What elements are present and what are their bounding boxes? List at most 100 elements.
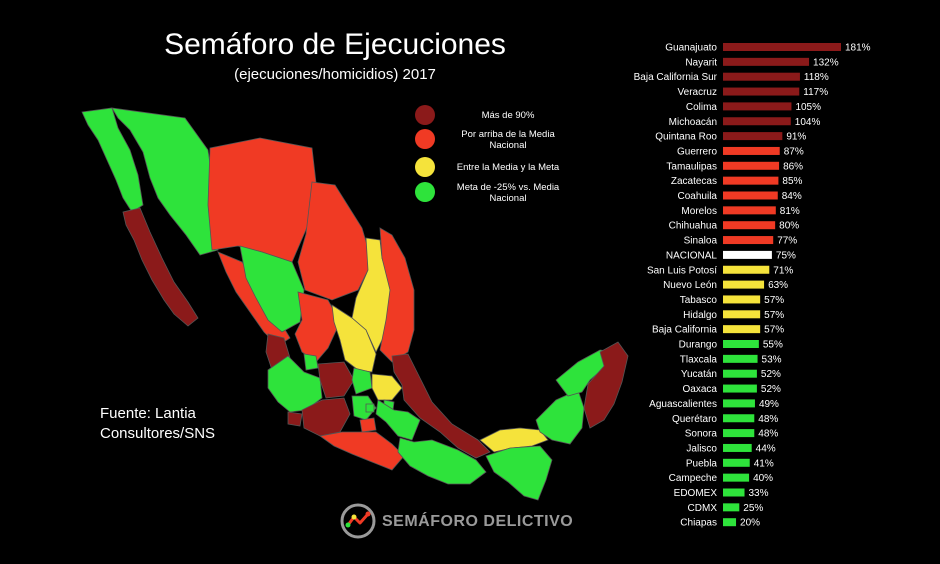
value-label: 85% xyxy=(782,176,802,187)
category-label: Sinaloa xyxy=(684,236,718,247)
value-label: 117% xyxy=(803,87,828,98)
legend-label: Más de 90% xyxy=(481,110,535,121)
bar xyxy=(723,146,780,155)
bar xyxy=(723,429,755,438)
legend-label: Meta de -25% vs. Media Nacional xyxy=(456,182,560,204)
category-label: Guanajuato xyxy=(665,43,717,54)
bar xyxy=(723,191,778,200)
category-label: Michoacán xyxy=(669,117,717,128)
map-state xyxy=(303,353,319,371)
category-label: Puebla xyxy=(686,458,718,469)
map-state xyxy=(351,367,373,395)
map-state xyxy=(365,403,375,413)
legend-swatch xyxy=(415,129,435,149)
value-label: 81% xyxy=(780,206,800,217)
category-label: Coahuila xyxy=(678,191,718,202)
value-label: 40% xyxy=(753,473,773,484)
value-label: 77% xyxy=(777,236,797,247)
category-label: Aguascalientes xyxy=(649,399,717,410)
category-label: Colima xyxy=(686,102,718,113)
value-label: 57% xyxy=(764,295,784,306)
category-label: Sonora xyxy=(685,429,718,440)
bar xyxy=(723,206,776,215)
category-label: Jalisco xyxy=(686,443,717,454)
bar xyxy=(723,250,772,259)
value-label: 53% xyxy=(762,354,782,365)
category-label: Zacatecas xyxy=(671,176,717,187)
category-label: Guerrero xyxy=(677,146,717,157)
value-label: 49% xyxy=(759,399,779,410)
value-label: 71% xyxy=(773,265,793,276)
page-subtitle: (ejecuciones/homicidios) 2017 xyxy=(234,66,436,83)
value-label: 75% xyxy=(776,250,796,261)
category-label: Nuevo León xyxy=(663,280,717,291)
value-label: 84% xyxy=(782,191,802,202)
value-label: 57% xyxy=(764,310,784,321)
map-state xyxy=(391,353,491,459)
bar xyxy=(723,72,800,81)
legend-item-dark-red: Más de 90% xyxy=(415,105,575,141)
source-line: Fuente: Lantia xyxy=(100,405,196,422)
category-label: Nayarit xyxy=(685,57,717,68)
category-label: CDMX xyxy=(688,503,718,514)
value-label: 57% xyxy=(764,325,784,336)
bar xyxy=(723,280,765,289)
category-label: Durango xyxy=(679,340,718,351)
category-label: Tlaxcala xyxy=(680,354,718,365)
bar xyxy=(723,518,737,527)
value-label: 52% xyxy=(761,384,781,395)
bar xyxy=(723,265,770,274)
bar xyxy=(723,384,757,393)
category-label: Chihuahua xyxy=(669,221,718,232)
bar xyxy=(723,236,774,245)
bar xyxy=(723,221,776,230)
bar xyxy=(723,369,757,378)
bar xyxy=(723,117,791,126)
value-label: 91% xyxy=(786,132,806,143)
bar xyxy=(723,295,761,304)
value-label: 48% xyxy=(758,414,778,425)
category-label: San Luis Potosí xyxy=(647,265,717,276)
value-label: 80% xyxy=(779,221,799,232)
map-state xyxy=(583,341,629,429)
category-label: Baja California Sur xyxy=(634,72,718,83)
value-label: 86% xyxy=(783,161,803,172)
legend-label: Entre la Media y la Meta xyxy=(456,162,560,173)
bar xyxy=(723,503,740,512)
legend-swatch xyxy=(415,182,435,202)
bar xyxy=(723,43,841,51)
category-label: Morelos xyxy=(681,206,717,217)
bar xyxy=(723,87,800,96)
bar xyxy=(723,414,755,423)
legend-label: Por arriba de la Media Nacional xyxy=(461,129,555,151)
value-label: 132% xyxy=(813,57,839,68)
category-label: Hidalgo xyxy=(683,310,717,321)
value-label: 87% xyxy=(784,146,804,157)
map-state xyxy=(122,207,199,327)
map-state xyxy=(317,361,355,399)
bar xyxy=(723,132,783,141)
bar xyxy=(723,102,792,111)
map-state xyxy=(479,427,549,453)
category-label: Oaxaca xyxy=(683,384,718,395)
category-label: Campeche xyxy=(669,473,718,484)
brand-name: SEMÁFORO DELICTIVO xyxy=(382,513,574,530)
bar xyxy=(723,458,750,467)
bar xyxy=(723,325,761,334)
value-label: 48% xyxy=(758,429,778,440)
legend-item-red: Por arriba de la Media Nacional xyxy=(415,129,575,165)
value-label: 25% xyxy=(743,503,763,514)
category-label: Baja California xyxy=(652,325,717,336)
category-label: Querétaro xyxy=(672,414,717,425)
map-state xyxy=(535,389,585,445)
category-label: Chiapas xyxy=(680,518,717,529)
bar xyxy=(723,399,755,408)
value-label: 20% xyxy=(740,518,760,529)
page-title: Semáforo de Ejecuciones xyxy=(164,28,506,61)
map-state xyxy=(485,445,553,501)
value-label: 118% xyxy=(804,72,829,83)
map-state xyxy=(375,399,421,441)
value-label: 105% xyxy=(795,102,821,113)
map-state xyxy=(287,411,303,427)
